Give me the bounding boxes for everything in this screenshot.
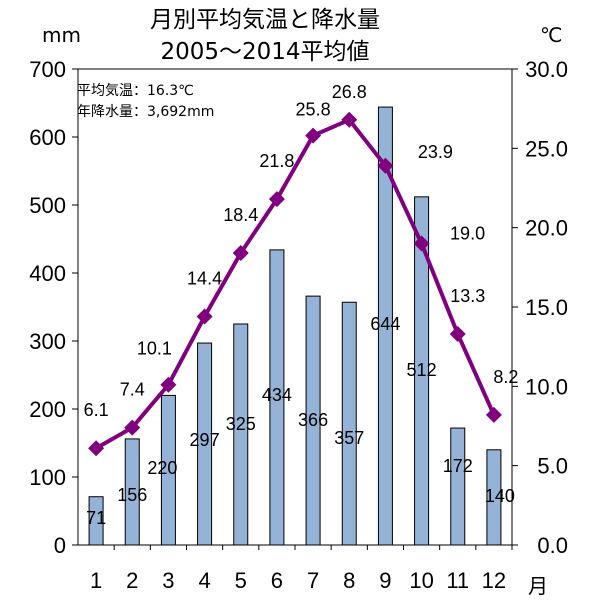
left-tick-label: 300 [29, 329, 66, 354]
precipitation-bar [197, 342, 213, 546]
x-tick-label: 6 [271, 568, 283, 593]
left-tick-label: 500 [29, 193, 66, 218]
temperature-value-label: 10.1 [137, 339, 172, 359]
right-tick-label: 5.0 [537, 454, 568, 479]
precipitation-bar [124, 438, 140, 546]
precipitation-value-label: 325 [226, 414, 256, 434]
left-tick-label: 400 [29, 261, 66, 286]
precipitation-value-label: 140 [485, 486, 515, 506]
precipitation-bar [341, 301, 357, 546]
left-axis-unit: mm [42, 23, 81, 47]
left-tick-label: 0 [54, 533, 66, 558]
precipitation-value-label: 297 [190, 430, 220, 450]
avg-temp-note: 平均気温：16.3℃ [77, 83, 194, 99]
x-tick-label: 3 [162, 568, 174, 593]
precipitation-value-label: 172 [443, 456, 473, 476]
right-tick-label: 10.0 [525, 374, 568, 399]
left-tick-label: 700 [29, 57, 66, 82]
temperature-value-label: 23.9 [418, 142, 453, 162]
x-tick-label: 11 [446, 568, 469, 593]
temperature-marker [232, 245, 249, 262]
x-tick-label: 7 [307, 568, 319, 593]
x-tick-label: 4 [198, 568, 210, 593]
temperature-value-label: 25.8 [296, 100, 331, 120]
x-tick-label: 9 [379, 568, 391, 593]
precipitation-value-label: 156 [117, 485, 147, 505]
temperature-marker [449, 325, 466, 342]
precipitation-bar [486, 449, 502, 546]
temperature-marker [268, 191, 285, 208]
precipitation-bar [269, 249, 285, 546]
right-tick-label: 15.0 [525, 295, 568, 320]
temperature-value-label: 21.8 [259, 151, 294, 171]
temperature-value-label: 19.0 [450, 224, 485, 244]
x-tick-label: 2 [126, 568, 138, 593]
precipitation-value-label: 512 [407, 360, 437, 380]
precipitation-value-label: 434 [262, 385, 292, 405]
precipitation-bar [160, 394, 176, 546]
right-tick-label: 30.0 [525, 57, 568, 82]
precipitation-value-label: 644 [370, 314, 400, 334]
right-tick-label: 25.0 [525, 136, 568, 161]
x-tick-label: 5 [235, 568, 247, 593]
temperature-value-label: 26.8 [332, 82, 367, 102]
temperature-marker [124, 419, 141, 436]
temperature-marker [377, 157, 394, 174]
chart-title-line2: 2005～2014平均値 [160, 39, 369, 65]
x-tick-label: 10 [409, 568, 433, 593]
temperature-value-label: 13.3 [450, 286, 485, 306]
temperature-marker [413, 235, 430, 252]
temperature-value-label: 6.1 [84, 400, 109, 420]
temperature-marker [305, 127, 322, 144]
temperature-marker [485, 406, 502, 423]
precipitation-value-label: 71 [86, 508, 106, 528]
left-tick-label: 600 [29, 125, 66, 150]
precipitation-value-label: 357 [334, 428, 364, 448]
chart-title-line1: 月別平均気温と降水量 [150, 7, 380, 33]
precipitation-bar [305, 295, 321, 546]
x-tick-label: 8 [343, 568, 355, 593]
precipitation-bar [450, 427, 466, 546]
precipitation-value-label: 220 [147, 458, 177, 478]
precipitation-value-label: 366 [298, 410, 328, 430]
x-axis-unit: 月 [528, 574, 548, 598]
ticks-layer: 0 100 200 300 400 500 600 700 0.0 5.0 10.0 15.0 20.0… [29, 57, 568, 593]
precipitation-bar [414, 196, 430, 546]
right-axis-unit: ℃ [540, 23, 562, 47]
x-tick-label: 12 [482, 568, 506, 593]
precipitation-bar [88, 496, 104, 546]
right-tick-label: 20.0 [525, 216, 568, 241]
left-tick-label: 100 [29, 465, 66, 490]
precipitation-bar [233, 323, 249, 546]
annual-precip-note: 年降水量：3,692mm [77, 104, 214, 120]
temperature-value-label: 8.2 [493, 367, 518, 387]
temperature-line-layer [88, 111, 502, 457]
right-tick-label: 0.0 [537, 533, 568, 558]
temperature-value-label: 7.4 [120, 380, 145, 400]
bars-layer [88, 106, 502, 546]
temperature-value-label: 14.4 [187, 269, 222, 289]
temperature-line [95, 117, 496, 450]
temperature-value-label: 18.4 [223, 205, 258, 225]
temperature-marker [196, 308, 213, 325]
temperature-marker [341, 111, 358, 128]
temperature-marker [88, 440, 105, 457]
x-tick-label: 1 [90, 568, 102, 593]
left-tick-label: 200 [29, 397, 66, 422]
temperature-marker [160, 376, 177, 393]
precipitation-bar [377, 106, 393, 546]
